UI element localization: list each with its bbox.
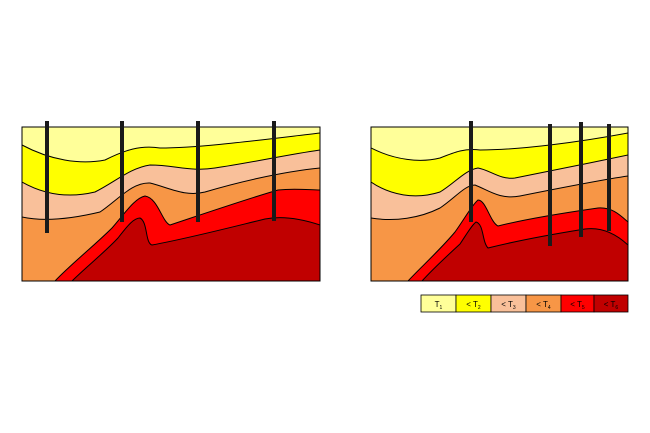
legend-label-5: < T5 — [570, 300, 585, 311]
temperature-legend: T1 < T2 < T3 < T4 < T5 < T6 — [420, 294, 629, 313]
legend-item-4: < T4 — [525, 294, 562, 313]
layer-t6-area — [422, 222, 628, 281]
left-cross-section — [21, 121, 321, 282]
legend-swatch-6 — [593, 294, 629, 313]
legend-item-3: < T3 — [490, 294, 527, 313]
legend-item-6: < T6 — [593, 294, 629, 313]
right-cross-section — [370, 121, 629, 282]
legend-label-1: T1 — [435, 300, 443, 311]
legend-label-4: < T4 — [536, 300, 551, 311]
legend-item-5: < T5 — [560, 294, 595, 313]
legend-label-3: < T3 — [501, 300, 516, 311]
legend-item-1: T1 — [420, 294, 457, 313]
legend-item-2: < T2 — [455, 294, 492, 313]
legend-label-6: < T6 — [604, 300, 619, 311]
right-panel-frame — [370, 126, 629, 282]
left-panel-frame — [21, 126, 321, 282]
layer-t6-area — [72, 217, 320, 281]
legend-label-2: < T2 — [466, 300, 481, 311]
